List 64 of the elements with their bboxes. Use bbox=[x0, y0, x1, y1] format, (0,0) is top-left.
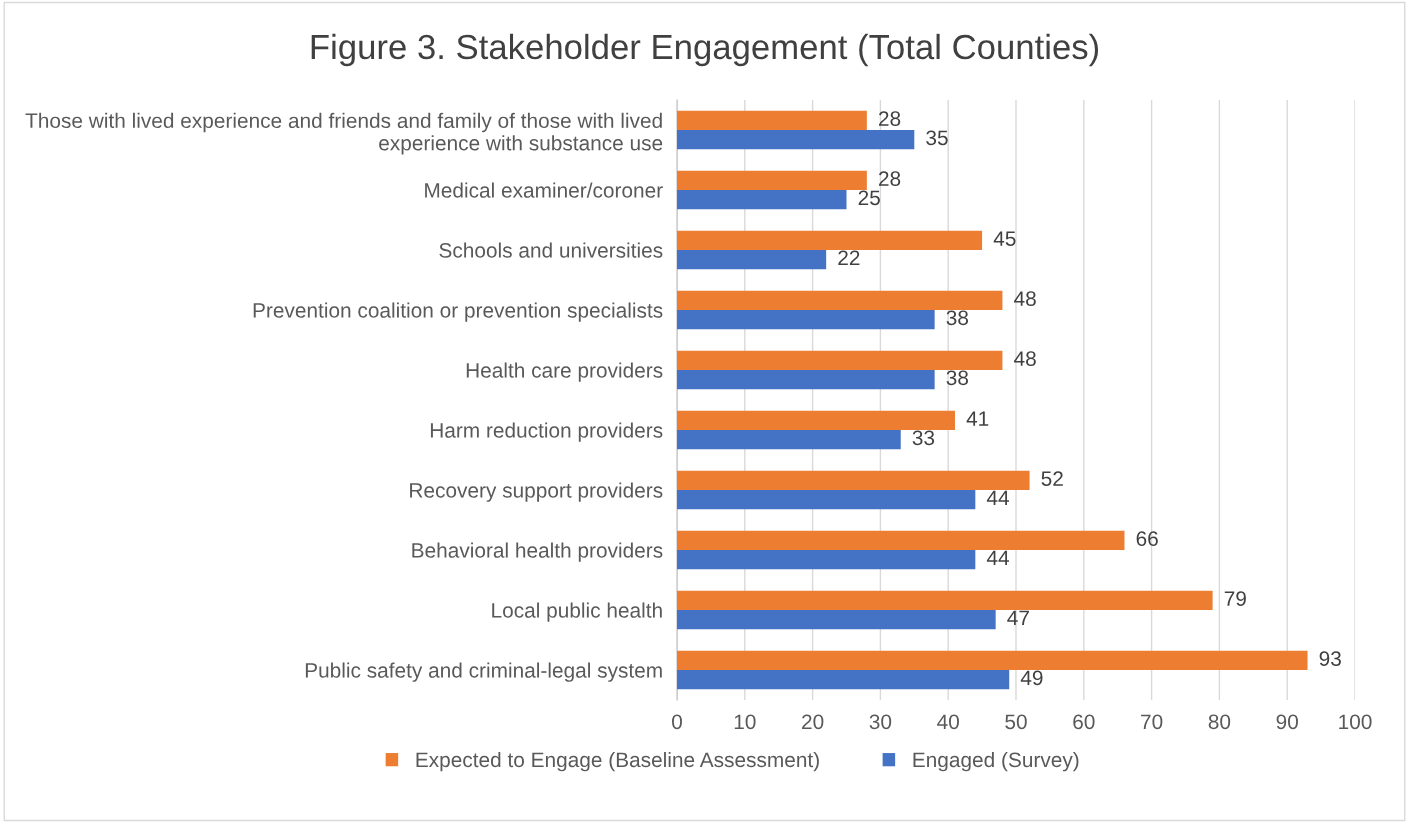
bar bbox=[677, 130, 915, 150]
data-label: 49 bbox=[1020, 670, 1043, 686]
bar bbox=[677, 550, 976, 570]
data-label: 28 bbox=[879, 171, 901, 186]
y-tick-label: Prevention coalition or prevention specialists bbox=[253, 302, 663, 322]
x-tick-label: 30 bbox=[869, 714, 892, 730]
data-label: 35 bbox=[926, 130, 948, 146]
x-tick-label: 0 bbox=[672, 714, 682, 730]
bar bbox=[677, 490, 976, 510]
y-tick-label: Medical examiner/coroner bbox=[425, 182, 663, 198]
data-label: 45 bbox=[993, 231, 1016, 246]
data-label: 48 bbox=[1014, 351, 1036, 366]
y-tick-label: Recovery support providers bbox=[410, 482, 663, 502]
data-label: 38 bbox=[946, 370, 969, 386]
bar bbox=[677, 350, 1003, 370]
x-tick-label: 80 bbox=[1208, 714, 1231, 730]
bar bbox=[677, 290, 1003, 310]
bar bbox=[677, 110, 867, 130]
bar bbox=[677, 190, 847, 210]
bar bbox=[677, 170, 867, 190]
bar bbox=[677, 670, 1010, 690]
bar bbox=[677, 590, 1213, 610]
legend-label: Engaged (Survey) bbox=[913, 751, 1079, 772]
bar bbox=[677, 370, 935, 390]
bar bbox=[677, 250, 827, 270]
x-tick-label: 50 bbox=[1005, 714, 1027, 730]
x-tick-label: 20 bbox=[802, 714, 824, 730]
y-tick-label: Public safety and criminal-legal system bbox=[305, 662, 662, 682]
bar bbox=[677, 470, 1030, 490]
data-label: 41 bbox=[966, 411, 989, 426]
legend-label: Expected to Engage (Baseline Assessment) bbox=[416, 751, 819, 772]
data-label: 93 bbox=[1319, 651, 1341, 666]
data-label: 48 bbox=[1014, 291, 1036, 306]
data-label: 44 bbox=[986, 550, 1009, 565]
y-tick-label: Local public health bbox=[492, 602, 662, 622]
bar bbox=[677, 530, 1125, 550]
bar bbox=[677, 610, 996, 630]
data-label: 28 bbox=[879, 111, 901, 126]
data-label: 52 bbox=[1041, 471, 1063, 486]
y-tick-label: Health care providers bbox=[466, 362, 663, 382]
x-tick-label: 70 bbox=[1141, 714, 1163, 730]
bar bbox=[677, 410, 955, 430]
data-label: 79 bbox=[1224, 591, 1246, 606]
bar bbox=[677, 430, 901, 450]
y-tick-label: Those with lived experience and friends and family of those with lived experience with substance use bbox=[25, 112, 663, 155]
data-label: 66 bbox=[1136, 531, 1158, 546]
bar bbox=[677, 650, 1308, 670]
x-tick-label: 100 bbox=[1339, 714, 1372, 730]
bar bbox=[677, 310, 935, 330]
data-label: 44 bbox=[986, 490, 1009, 505]
y-tick-label: Harm reduction providers bbox=[430, 422, 663, 442]
x-tick-label: 60 bbox=[1073, 714, 1095, 730]
data-label: 38 bbox=[946, 310, 969, 326]
y-tick-label: Schools and universities bbox=[439, 242, 663, 258]
x-tick-label: 90 bbox=[1276, 714, 1298, 730]
data-label: 47 bbox=[1007, 610, 1029, 625]
x-tick-label: 10 bbox=[734, 714, 756, 730]
x-tick-label: 40 bbox=[937, 714, 959, 730]
bar bbox=[677, 230, 983, 250]
chart-title: Figure 3. Stakeholder Engagement (Total Counties) bbox=[311, 33, 1099, 67]
y-tick-label: Behavioral health providers bbox=[412, 542, 663, 562]
data-label: 25 bbox=[858, 190, 880, 206]
data-label: 22 bbox=[838, 250, 860, 265]
data-label: 33 bbox=[912, 430, 935, 446]
